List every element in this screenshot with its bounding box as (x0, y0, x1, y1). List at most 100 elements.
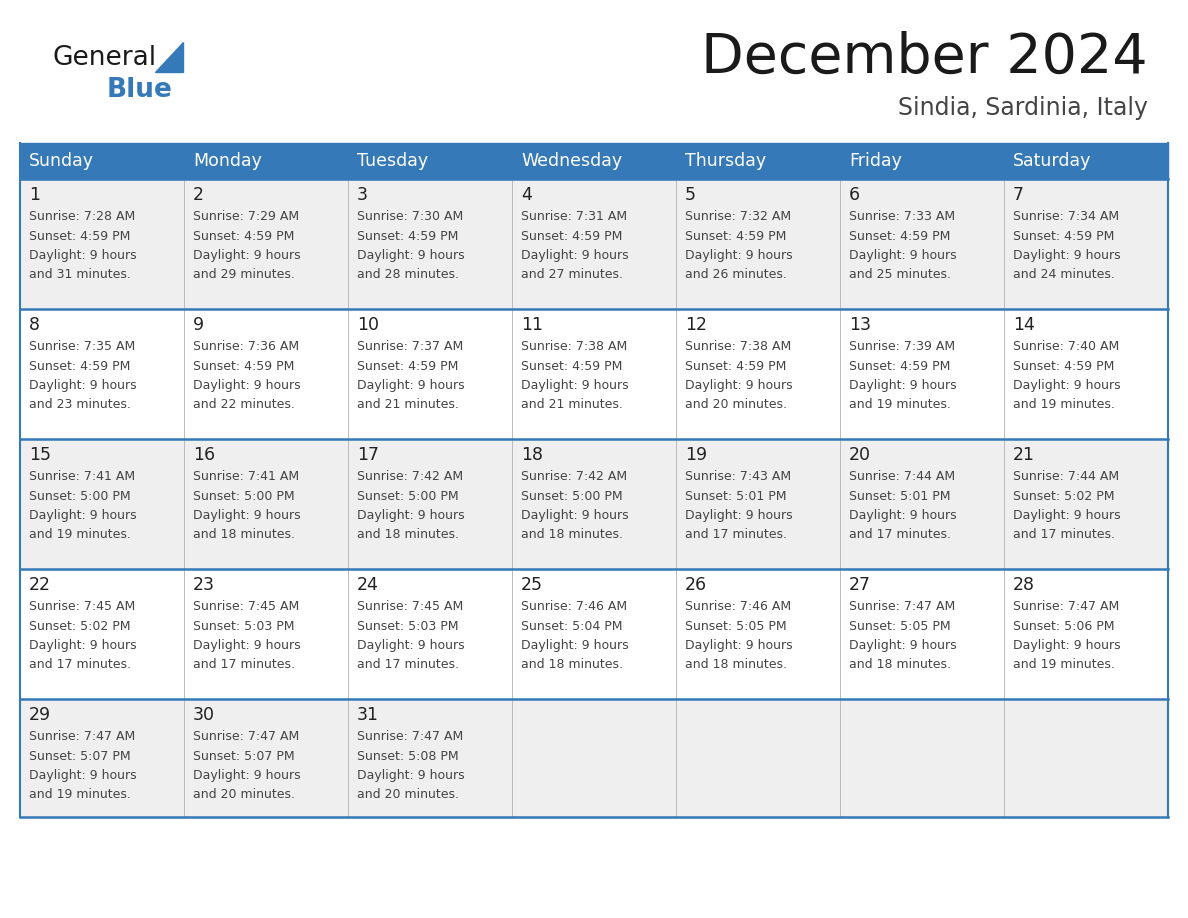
Text: and 17 minutes.: and 17 minutes. (29, 657, 131, 670)
Text: 30: 30 (192, 706, 215, 724)
Text: Sunrise: 7:35 AM: Sunrise: 7:35 AM (29, 341, 135, 353)
Text: Sunset: 5:02 PM: Sunset: 5:02 PM (1013, 489, 1114, 502)
Text: Sunset: 4:59 PM: Sunset: 4:59 PM (1013, 230, 1114, 242)
Text: and 20 minutes.: and 20 minutes. (685, 397, 786, 410)
Text: and 23 minutes.: and 23 minutes. (29, 397, 131, 410)
Text: Sunrise: 7:46 AM: Sunrise: 7:46 AM (685, 600, 791, 613)
Text: and 25 minutes.: and 25 minutes. (849, 267, 952, 281)
Text: Sunrise: 7:38 AM: Sunrise: 7:38 AM (685, 341, 791, 353)
Text: Sunrise: 7:43 AM: Sunrise: 7:43 AM (685, 471, 791, 484)
Text: Daylight: 9 hours: Daylight: 9 hours (849, 249, 956, 262)
Text: Daylight: 9 hours: Daylight: 9 hours (685, 378, 792, 391)
Text: 21: 21 (1013, 446, 1035, 464)
Text: Sunrise: 7:29 AM: Sunrise: 7:29 AM (192, 210, 299, 223)
Text: Sunset: 5:05 PM: Sunset: 5:05 PM (849, 620, 950, 633)
Text: Daylight: 9 hours: Daylight: 9 hours (849, 509, 956, 521)
Text: Sunset: 5:02 PM: Sunset: 5:02 PM (29, 620, 131, 633)
Text: Daylight: 9 hours: Daylight: 9 hours (685, 639, 792, 652)
Text: Daylight: 9 hours: Daylight: 9 hours (1013, 639, 1120, 652)
Text: 20: 20 (849, 446, 871, 464)
Text: Sunrise: 7:47 AM: Sunrise: 7:47 AM (1013, 600, 1119, 613)
Text: Sunset: 5:05 PM: Sunset: 5:05 PM (685, 620, 786, 633)
Text: Sindia, Sardinia, Italy: Sindia, Sardinia, Italy (898, 96, 1148, 120)
Text: Sunset: 5:03 PM: Sunset: 5:03 PM (358, 620, 459, 633)
Text: 12: 12 (685, 316, 707, 334)
Text: Daylight: 9 hours: Daylight: 9 hours (685, 249, 792, 262)
Text: 4: 4 (522, 186, 532, 204)
Text: Sunset: 4:59 PM: Sunset: 4:59 PM (29, 360, 131, 373)
Text: 25: 25 (522, 576, 543, 594)
Text: Sunset: 5:01 PM: Sunset: 5:01 PM (685, 489, 786, 502)
Text: and 17 minutes.: and 17 minutes. (1013, 528, 1116, 541)
Text: and 19 minutes.: and 19 minutes. (29, 528, 131, 541)
Text: and 29 minutes.: and 29 minutes. (192, 267, 295, 281)
Text: Sunrise: 7:44 AM: Sunrise: 7:44 AM (1013, 471, 1119, 484)
Text: Sunset: 5:04 PM: Sunset: 5:04 PM (522, 620, 623, 633)
Text: Wednesday: Wednesday (522, 152, 623, 170)
Text: and 24 minutes.: and 24 minutes. (1013, 267, 1114, 281)
Text: Sunset: 5:00 PM: Sunset: 5:00 PM (358, 489, 459, 502)
Text: and 19 minutes.: and 19 minutes. (849, 397, 950, 410)
Text: and 19 minutes.: and 19 minutes. (29, 788, 131, 800)
Text: General: General (52, 45, 156, 71)
Text: and 17 minutes.: and 17 minutes. (849, 528, 952, 541)
Text: Sunset: 5:07 PM: Sunset: 5:07 PM (29, 749, 131, 763)
Text: 31: 31 (358, 706, 379, 724)
Text: 14: 14 (1013, 316, 1035, 334)
Text: Daylight: 9 hours: Daylight: 9 hours (1013, 509, 1120, 521)
Text: Sunrise: 7:47 AM: Sunrise: 7:47 AM (29, 731, 135, 744)
Text: Sunset: 4:59 PM: Sunset: 4:59 PM (685, 360, 786, 373)
Text: Sunrise: 7:39 AM: Sunrise: 7:39 AM (849, 341, 955, 353)
Text: Monday: Monday (192, 152, 261, 170)
Text: Daylight: 9 hours: Daylight: 9 hours (29, 768, 137, 781)
Text: Sunset: 5:00 PM: Sunset: 5:00 PM (192, 489, 295, 502)
Text: 26: 26 (685, 576, 707, 594)
Text: Sunset: 4:59 PM: Sunset: 4:59 PM (358, 360, 459, 373)
Text: Daylight: 9 hours: Daylight: 9 hours (29, 639, 137, 652)
Text: Sunrise: 7:33 AM: Sunrise: 7:33 AM (849, 210, 955, 223)
Text: and 27 minutes.: and 27 minutes. (522, 267, 623, 281)
Text: and 17 minutes.: and 17 minutes. (685, 528, 786, 541)
Text: Sunset: 5:01 PM: Sunset: 5:01 PM (849, 489, 950, 502)
Text: Daylight: 9 hours: Daylight: 9 hours (192, 768, 301, 781)
Text: 18: 18 (522, 446, 543, 464)
Text: Sunset: 5:00 PM: Sunset: 5:00 PM (29, 489, 131, 502)
Text: and 26 minutes.: and 26 minutes. (685, 267, 786, 281)
Text: and 18 minutes.: and 18 minutes. (522, 657, 623, 670)
Text: Sunrise: 7:30 AM: Sunrise: 7:30 AM (358, 210, 463, 223)
Text: 29: 29 (29, 706, 51, 724)
Text: and 22 minutes.: and 22 minutes. (192, 397, 295, 410)
Text: 1: 1 (29, 186, 40, 204)
Text: Daylight: 9 hours: Daylight: 9 hours (849, 639, 956, 652)
Text: Sunrise: 7:45 AM: Sunrise: 7:45 AM (358, 600, 463, 613)
Text: Daylight: 9 hours: Daylight: 9 hours (685, 509, 792, 521)
Text: 6: 6 (849, 186, 860, 204)
Text: and 19 minutes.: and 19 minutes. (1013, 657, 1114, 670)
Text: Sunset: 5:07 PM: Sunset: 5:07 PM (192, 749, 295, 763)
Text: Daylight: 9 hours: Daylight: 9 hours (1013, 378, 1120, 391)
Text: 9: 9 (192, 316, 204, 334)
Text: Daylight: 9 hours: Daylight: 9 hours (1013, 249, 1120, 262)
Text: Sunrise: 7:28 AM: Sunrise: 7:28 AM (29, 210, 135, 223)
Text: Blue: Blue (107, 77, 173, 103)
Text: Daylight: 9 hours: Daylight: 9 hours (522, 378, 628, 391)
Text: Daylight: 9 hours: Daylight: 9 hours (29, 378, 137, 391)
Bar (20, 569, 1168, 699)
Text: Sunset: 5:00 PM: Sunset: 5:00 PM (522, 489, 623, 502)
Text: Sunset: 4:59 PM: Sunset: 4:59 PM (685, 230, 786, 242)
Text: Sunrise: 7:40 AM: Sunrise: 7:40 AM (1013, 341, 1119, 353)
Text: Daylight: 9 hours: Daylight: 9 hours (192, 639, 301, 652)
Bar (20, 179, 1168, 309)
Text: Sunset: 5:08 PM: Sunset: 5:08 PM (358, 749, 459, 763)
Text: Sunrise: 7:42 AM: Sunrise: 7:42 AM (522, 471, 627, 484)
Text: Sunrise: 7:31 AM: Sunrise: 7:31 AM (522, 210, 627, 223)
Text: and 20 minutes.: and 20 minutes. (358, 788, 459, 800)
Text: Daylight: 9 hours: Daylight: 9 hours (358, 249, 465, 262)
Text: Daylight: 9 hours: Daylight: 9 hours (358, 639, 465, 652)
Text: and 21 minutes.: and 21 minutes. (522, 397, 623, 410)
Text: Sunrise: 7:45 AM: Sunrise: 7:45 AM (29, 600, 135, 613)
Text: Sunrise: 7:37 AM: Sunrise: 7:37 AM (358, 341, 463, 353)
Text: Sunrise: 7:47 AM: Sunrise: 7:47 AM (192, 731, 299, 744)
Bar (20, 143, 1168, 179)
Text: Sunset: 5:03 PM: Sunset: 5:03 PM (192, 620, 295, 633)
